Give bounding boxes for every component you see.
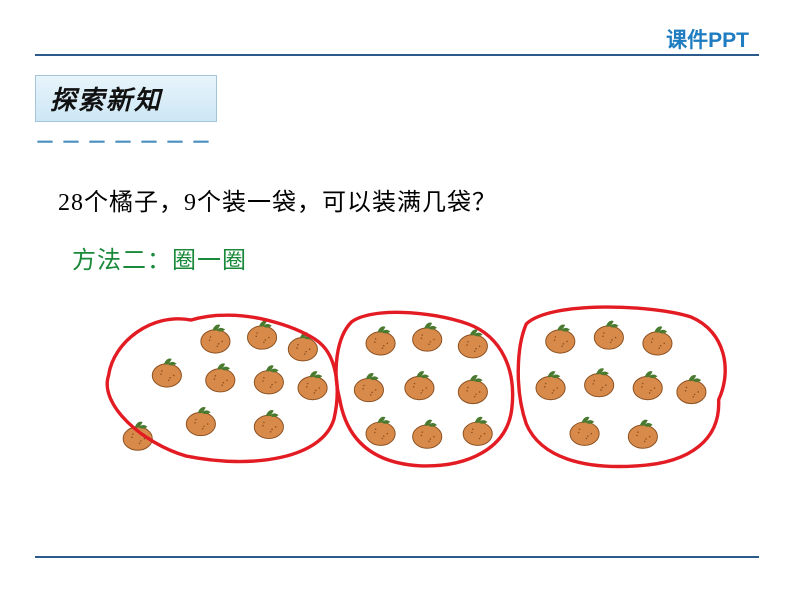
orange-icon [546,324,575,353]
orange-icon [585,368,614,397]
orange-icon [354,373,383,402]
section-title-text: 探索新知 [50,86,162,115]
section-header: 探索新知 －－－－－－－ [35,75,217,155]
slide-label: 课件PPT [666,24,749,54]
orange-icon [633,371,662,400]
orange-icon [677,375,706,404]
orange-icon [413,323,442,352]
orange-icon [594,321,623,350]
orange-icon [536,371,565,400]
top-divider [35,54,759,56]
orange-icon [254,410,283,439]
orange-icon [123,422,152,451]
orange-icon [254,365,283,394]
orange-icon [570,417,599,446]
bottom-divider [35,556,759,558]
orange-icon [201,324,230,353]
slide-label-text: 课件PPT [666,29,749,52]
orange-icon [247,321,276,350]
orange-icon [186,407,215,436]
orange-icon [152,358,181,387]
section-dashes: －－－－－－－ [35,126,217,155]
orange-icon [463,417,492,446]
orange-icon [206,363,235,392]
orange-icon [405,371,434,400]
question-text: 28个橘子，9个装一袋，可以装满几袋？ [58,182,497,217]
method-text: 方法二：圈一圈 [72,248,247,274]
orange-icon [298,371,327,400]
orange-icon [458,375,487,404]
orange-icon [413,420,442,449]
orange-icon [366,417,395,446]
orange-icon [643,326,672,355]
orange-icon [366,326,395,355]
section-title-badge: 探索新知 [35,75,217,122]
oranges-svg [60,290,740,490]
method-label: 方法二：圈一圈 [72,240,247,275]
oranges-figure [60,290,740,490]
orange-icon [628,420,657,449]
